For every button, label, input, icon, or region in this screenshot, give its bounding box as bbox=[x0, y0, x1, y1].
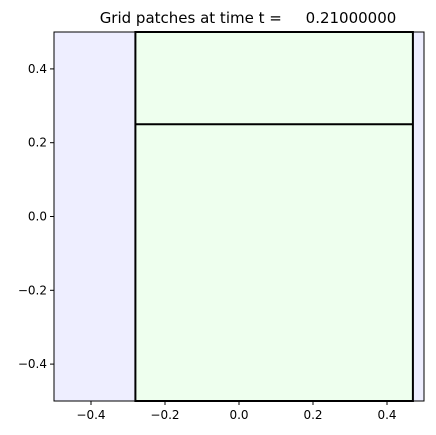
patch-level-2 bbox=[134, 31, 414, 402]
x-tick-label: −0.4 bbox=[76, 408, 105, 422]
y-tick-label: 0.4 bbox=[28, 62, 47, 76]
x-tick-label: −0.2 bbox=[150, 408, 179, 422]
x-tick-label: 0.2 bbox=[303, 408, 322, 422]
chart-title: Grid patches at time t = 0.21000000 bbox=[100, 9, 397, 27]
y-tick-label: 0.0 bbox=[28, 210, 47, 224]
y-tick-label: −0.2 bbox=[18, 283, 47, 297]
x-axis-ticks: −0.4 −0.2 0.0 0.2 0.4 bbox=[76, 401, 397, 422]
y-tick-label: 0.2 bbox=[28, 136, 47, 150]
patch-layer bbox=[54, 31, 424, 402]
x-tick-label: 0.0 bbox=[229, 408, 248, 422]
x-tick-label: 0.4 bbox=[377, 408, 396, 422]
y-axis-ticks: −0.4 −0.2 0.0 0.2 0.4 bbox=[18, 62, 54, 371]
y-tick-label: −0.4 bbox=[18, 357, 47, 371]
